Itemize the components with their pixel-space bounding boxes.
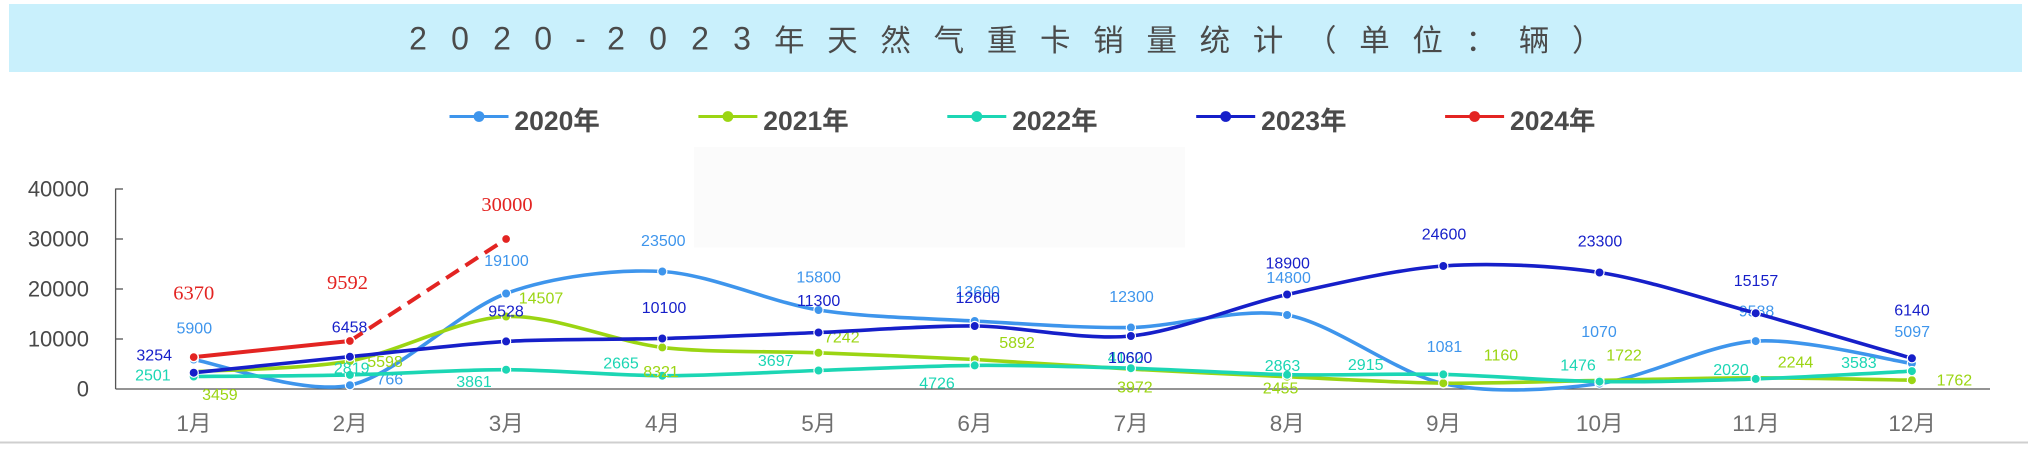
svg-text:6370: 6370 <box>173 282 214 304</box>
svg-text:3972: 3972 <box>1117 380 1153 397</box>
svg-text:2021: 2021 <box>763 106 822 136</box>
svg-text:10100: 10100 <box>642 300 687 317</box>
svg-text:24600: 24600 <box>1422 227 1467 244</box>
svg-text:2455: 2455 <box>1263 380 1299 397</box>
svg-text:10: 10 <box>1576 411 1601 436</box>
svg-text:1722: 1722 <box>1606 347 1642 364</box>
svg-text:6: 6 <box>957 411 970 436</box>
svg-text:2501: 2501 <box>135 368 171 385</box>
svg-text:2: 2 <box>607 20 625 56</box>
svg-text:4: 4 <box>645 411 658 436</box>
svg-text:3254: 3254 <box>136 348 172 365</box>
svg-text:2: 2 <box>333 411 346 436</box>
svg-text:0: 0 <box>451 20 469 56</box>
svg-text:15800: 15800 <box>796 270 841 287</box>
svg-text:10000: 10000 <box>28 327 89 352</box>
svg-text:3459: 3459 <box>202 387 238 404</box>
svg-text:18900: 18900 <box>1265 256 1310 273</box>
svg-text:0: 0 <box>649 20 667 56</box>
svg-text:7242: 7242 <box>824 330 860 347</box>
svg-text:2020: 2020 <box>514 106 573 136</box>
svg-text:5892: 5892 <box>999 335 1035 352</box>
svg-text:2022: 2022 <box>1012 106 1071 136</box>
svg-text:4162: 4162 <box>1108 350 1144 367</box>
svg-text:6458: 6458 <box>332 319 368 336</box>
svg-text:5: 5 <box>801 411 814 436</box>
svg-text:9592: 9592 <box>327 272 368 294</box>
svg-text:1070: 1070 <box>1581 324 1617 341</box>
svg-text:2024: 2024 <box>1510 106 1569 136</box>
svg-text:6140: 6140 <box>1894 303 1930 320</box>
svg-text:3: 3 <box>733 20 751 56</box>
svg-text:5097: 5097 <box>1894 324 1930 341</box>
svg-text:2863: 2863 <box>1265 358 1301 375</box>
svg-text:13600: 13600 <box>955 284 1000 301</box>
svg-text:9: 9 <box>1426 411 1439 436</box>
svg-text:11300: 11300 <box>797 293 840 310</box>
svg-text:4726: 4726 <box>919 376 955 393</box>
svg-text:14800: 14800 <box>1266 270 1311 287</box>
svg-text:1476: 1476 <box>1560 358 1596 375</box>
svg-text:11: 11 <box>1732 411 1755 436</box>
svg-text:1: 1 <box>176 411 189 436</box>
svg-text:2023: 2023 <box>1261 106 1320 136</box>
svg-text:23500: 23500 <box>641 233 686 250</box>
svg-text:15157: 15157 <box>1734 273 1779 290</box>
svg-text:0: 0 <box>77 377 89 402</box>
svg-text:5900: 5900 <box>177 321 213 338</box>
svg-text:2244: 2244 <box>1778 354 1814 371</box>
svg-text:1081: 1081 <box>1427 339 1463 356</box>
svg-text:2: 2 <box>691 20 709 56</box>
svg-text:10600: 10600 <box>1108 350 1153 367</box>
svg-text:2: 2 <box>493 20 511 56</box>
svg-text:766: 766 <box>376 372 403 389</box>
svg-text:2915: 2915 <box>1348 357 1384 374</box>
svg-text:7: 7 <box>1114 411 1127 436</box>
svg-text:2020: 2020 <box>1713 362 1749 379</box>
svg-text:3861: 3861 <box>456 374 492 391</box>
svg-text:1160: 1160 <box>1484 348 1519 365</box>
svg-text:2: 2 <box>409 20 427 56</box>
svg-text:20000: 20000 <box>28 277 89 302</box>
svg-text:30000: 30000 <box>481 194 532 216</box>
svg-text:12600: 12600 <box>955 290 1000 307</box>
svg-text:8321: 8321 <box>643 364 679 381</box>
svg-text:12300: 12300 <box>1109 289 1154 306</box>
svg-text:14507: 14507 <box>519 291 564 308</box>
svg-text:3583: 3583 <box>1841 355 1877 372</box>
svg-text:30000: 30000 <box>28 227 89 252</box>
svg-text:5598: 5598 <box>367 354 403 371</box>
svg-text:23300: 23300 <box>1578 234 1623 251</box>
svg-text:2665: 2665 <box>603 356 639 373</box>
svg-text:2819: 2819 <box>334 361 370 378</box>
svg-text:19100: 19100 <box>484 253 529 270</box>
svg-text:0: 0 <box>534 20 552 56</box>
svg-text:12: 12 <box>1888 411 1913 436</box>
svg-text:3: 3 <box>489 411 502 436</box>
svg-text:1762: 1762 <box>1937 372 1973 389</box>
svg-text:3697: 3697 <box>758 353 794 370</box>
svg-text:40000: 40000 <box>28 177 89 202</box>
svg-text:9528: 9528 <box>488 304 524 321</box>
svg-text:8: 8 <box>1270 411 1283 436</box>
svg-text:-: - <box>575 20 586 56</box>
